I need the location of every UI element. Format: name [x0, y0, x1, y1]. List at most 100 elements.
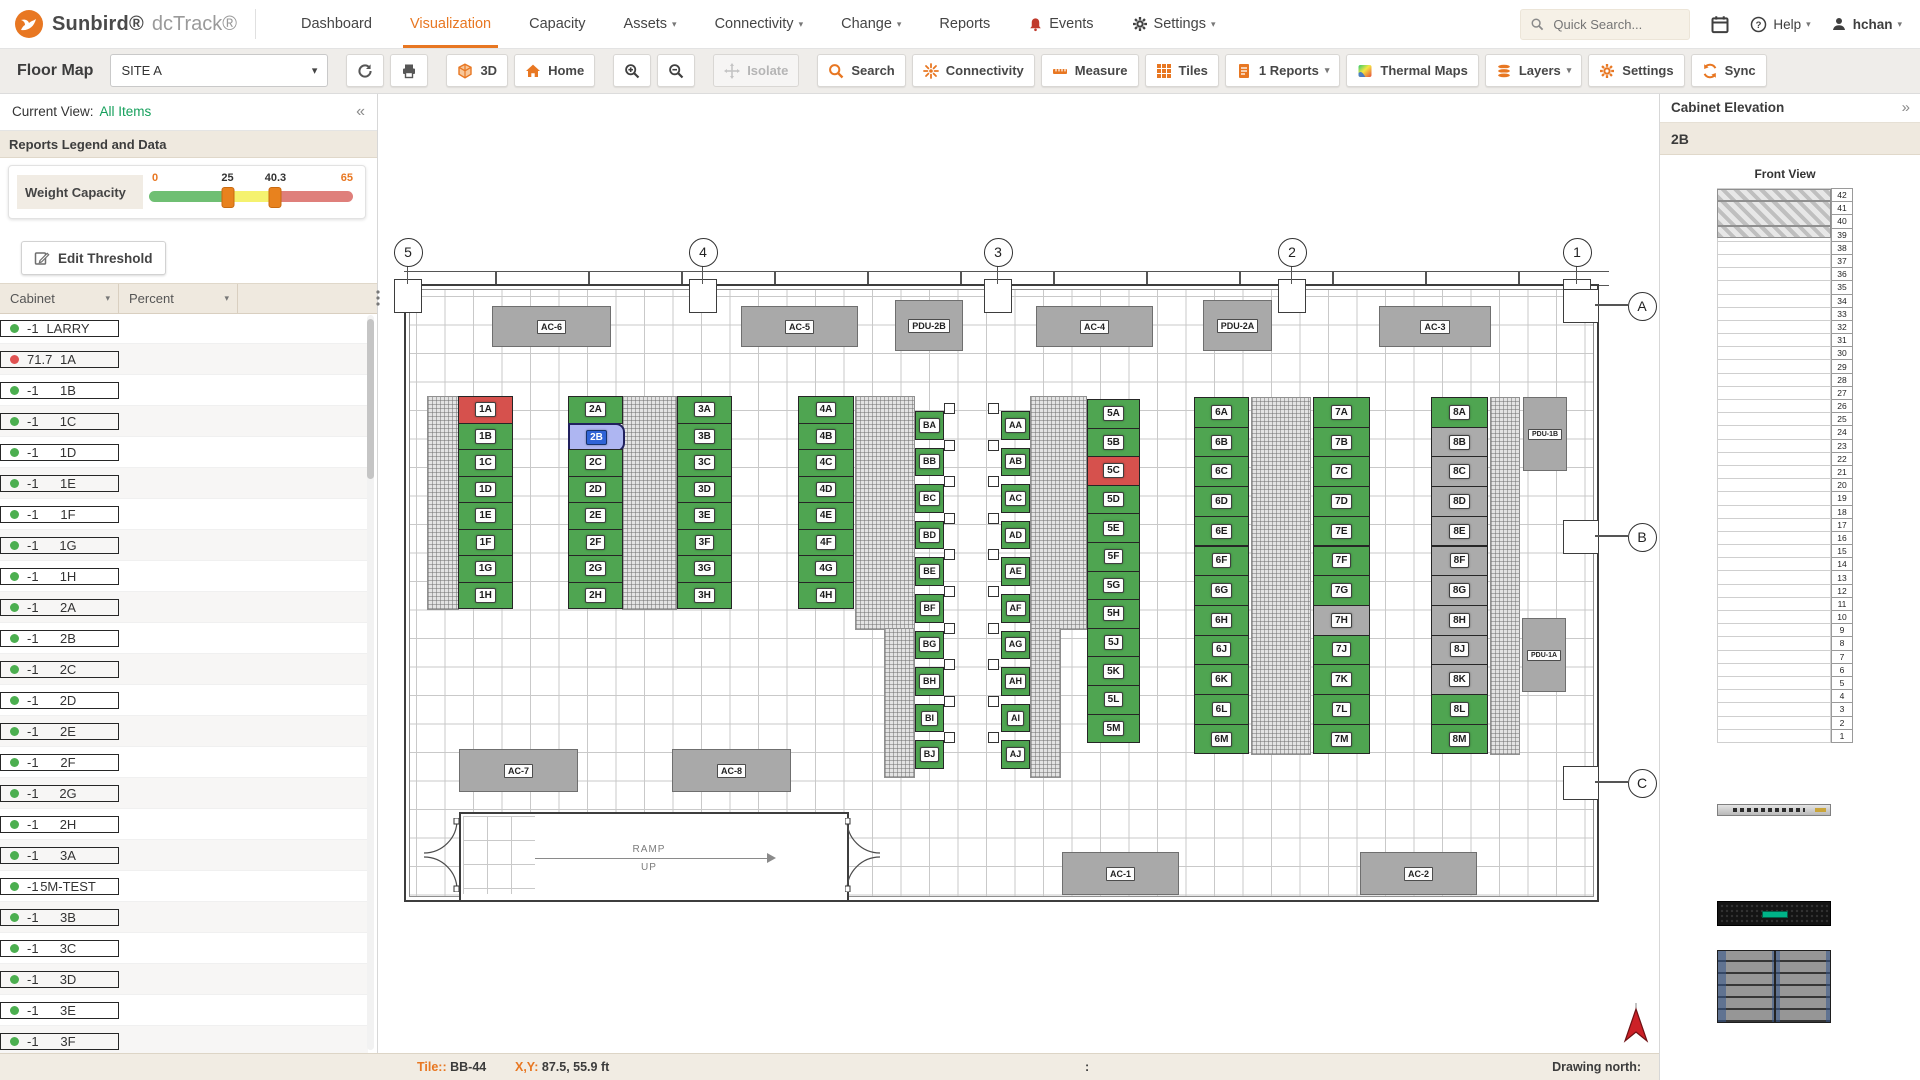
table-row[interactable]: 1E -1	[0, 468, 368, 499]
tiles-button[interactable]: Tiles	[1144, 54, 1219, 87]
cabinet-2C[interactable]: 2C	[568, 449, 623, 477]
current-view-value[interactable]: All Items	[99, 104, 152, 119]
help-menu[interactable]: ? Help ▾	[1750, 16, 1811, 33]
cabinet-7A[interactable]: 7A	[1313, 397, 1370, 428]
cabinet-BE[interactable]: BE	[915, 557, 944, 586]
rack-item-hatch-u39[interactable]	[1717, 225, 1831, 238]
cabinet-6L[interactable]: 6L	[1194, 694, 1249, 725]
table-row[interactable]: 2D -1	[0, 685, 368, 716]
cabinet-2A[interactable]: 2A	[568, 396, 623, 424]
cabinet-AE[interactable]: AE	[1001, 557, 1030, 586]
cabinet-6K[interactable]: 6K	[1194, 664, 1249, 695]
nav-item-dashboard[interactable]: Dashboard	[282, 0, 391, 48]
cabinet-BB[interactable]: BB	[915, 447, 944, 477]
table-row[interactable]: 1D -1	[0, 437, 368, 468]
cabinet-3D[interactable]: 3D	[677, 475, 732, 503]
cabinet-1A[interactable]: 1A	[458, 396, 513, 424]
rack-item-switch-u37[interactable]	[1717, 803, 1831, 817]
measure-button[interactable]: Measure	[1040, 54, 1139, 87]
floor-equipment-pdu-1a[interactable]: PDU-1A	[1522, 618, 1566, 692]
cabinet-1G[interactable]: 1G	[458, 555, 513, 583]
table-row[interactable]: 2F -1	[0, 747, 368, 778]
table-scrollbar-thumb[interactable]	[367, 319, 374, 479]
cabinet-8B[interactable]: 8B	[1431, 426, 1488, 458]
slider-handle-low[interactable]	[221, 187, 235, 208]
rack-item-hpe-u30[interactable]	[1717, 901, 1831, 926]
cabinet-6D[interactable]: 6D	[1194, 486, 1249, 517]
cabinet-7H[interactable]: 7H	[1313, 604, 1370, 636]
cabinet-2G[interactable]: 2G	[568, 555, 623, 583]
column-header-percent[interactable]: Percent ▾	[119, 284, 238, 313]
cabinet-BG[interactable]: BG	[915, 630, 944, 660]
nav-item-assets[interactable]: Assets ▾	[605, 0, 696, 48]
cabinet-4E[interactable]: 4E	[798, 502, 854, 530]
cabinet-6H[interactable]: 6H	[1194, 604, 1249, 636]
cabinet-4H[interactable]: 4H	[798, 581, 854, 609]
cabinet-3H[interactable]: 3H	[677, 581, 732, 609]
cabinet-6F[interactable]: 6F	[1194, 545, 1249, 577]
calendar-button[interactable]	[1710, 14, 1730, 34]
cabinet-BD[interactable]: BD	[915, 520, 944, 550]
cabinet-BF[interactable]: BF	[915, 594, 944, 623]
user-menu[interactable]: hchan ▾	[1831, 16, 1902, 32]
cabinet-5K[interactable]: 5K	[1087, 656, 1140, 686]
table-row[interactable]: 3C -1	[0, 933, 368, 964]
cabinet-2D[interactable]: 2D	[568, 475, 623, 503]
cabinet-7C[interactable]: 7C	[1313, 456, 1370, 488]
nav-item-events[interactable]: Events	[1009, 0, 1112, 48]
table-row[interactable]: 2H -1	[0, 809, 368, 840]
cabinet-7B[interactable]: 7B	[1313, 426, 1370, 458]
home-button[interactable]: Home	[514, 54, 596, 87]
nav-item-connectivity[interactable]: Connectivity ▾	[696, 0, 823, 48]
column-header-cabinet[interactable]: Cabinet ▾	[0, 284, 119, 313]
rack-item-hatch-u42[interactable]	[1717, 189, 1831, 202]
table-row[interactable]: 2B -1	[0, 623, 368, 654]
cabinet-5D[interactable]: 5D	[1087, 484, 1140, 515]
floor-equipment-pdu-2a[interactable]: PDU-2A	[1203, 300, 1272, 351]
cabinet-1H[interactable]: 1H	[458, 581, 513, 609]
cabinet-BC[interactable]: BC	[915, 484, 944, 513]
cabinet-8A[interactable]: 8A	[1431, 397, 1488, 428]
floor-equipment-ac-2[interactable]: AC-2	[1360, 852, 1477, 895]
panel-resize-grip[interactable]	[375, 289, 381, 307]
connectivity-button[interactable]: Connectivity	[911, 54, 1035, 87]
table-row[interactable]: 3F -1	[0, 1026, 368, 1053]
thermal-button[interactable]: Thermal Maps	[1346, 54, 1479, 87]
zoom-in-button[interactable]	[613, 54, 652, 87]
cabinet-8G[interactable]: 8G	[1431, 575, 1488, 606]
nav-item-capacity[interactable]: Capacity	[510, 0, 604, 48]
cabinet-5E[interactable]: 5E	[1087, 513, 1140, 543]
nav-item-change[interactable]: Change ▾	[822, 0, 920, 48]
cabinet-4F[interactable]: 4F	[798, 528, 854, 556]
cabinet-7J[interactable]: 7J	[1313, 634, 1370, 666]
cabinet-3G[interactable]: 3G	[677, 555, 732, 583]
rack-item-blade-u28[interactable]	[1717, 950, 1831, 1024]
slider-handle-high[interactable]	[268, 187, 282, 208]
cabinet-1D[interactable]: 1D	[458, 475, 513, 503]
nav-item-visualization[interactable]: Visualization	[391, 0, 510, 48]
cabinet-7F[interactable]: 7F	[1313, 545, 1370, 577]
nav-item-settings[interactable]: Settings ▾	[1113, 0, 1235, 48]
cabinet-8H[interactable]: 8H	[1431, 604, 1488, 636]
cabinet-3B[interactable]: 3B	[677, 422, 732, 450]
table-row[interactable]: 3D -1	[0, 964, 368, 995]
cabinet-7G[interactable]: 7G	[1313, 575, 1370, 606]
cabinet-8E[interactable]: 8E	[1431, 515, 1488, 547]
cabinet-6G[interactable]: 6G	[1194, 575, 1249, 606]
quick-search-input[interactable]	[1551, 15, 1681, 33]
cabinet-7K[interactable]: 7K	[1313, 664, 1370, 695]
cabinet-5C[interactable]: 5C	[1087, 456, 1140, 486]
table-row[interactable]: 3B -1	[0, 902, 368, 933]
cabinet-5J[interactable]: 5J	[1087, 627, 1140, 658]
cabinet-6M[interactable]: 6M	[1194, 723, 1249, 755]
cabinet-7L[interactable]: 7L	[1313, 694, 1370, 725]
cabinet-5B[interactable]: 5B	[1087, 427, 1140, 458]
floor-equipment-ac-4[interactable]: AC-4	[1036, 306, 1153, 347]
cabinet-2B[interactable]: 2B	[568, 422, 625, 452]
cabinet-7M[interactable]: 7M	[1313, 723, 1370, 755]
table-row[interactable]: LARRY -1	[0, 313, 368, 344]
cabinet-AJ[interactable]: AJ	[1001, 740, 1030, 769]
cabinet-AG[interactable]: AG	[1001, 630, 1030, 660]
cabinet-8C[interactable]: 8C	[1431, 456, 1488, 488]
cabinet-1B[interactable]: 1B	[458, 422, 513, 450]
